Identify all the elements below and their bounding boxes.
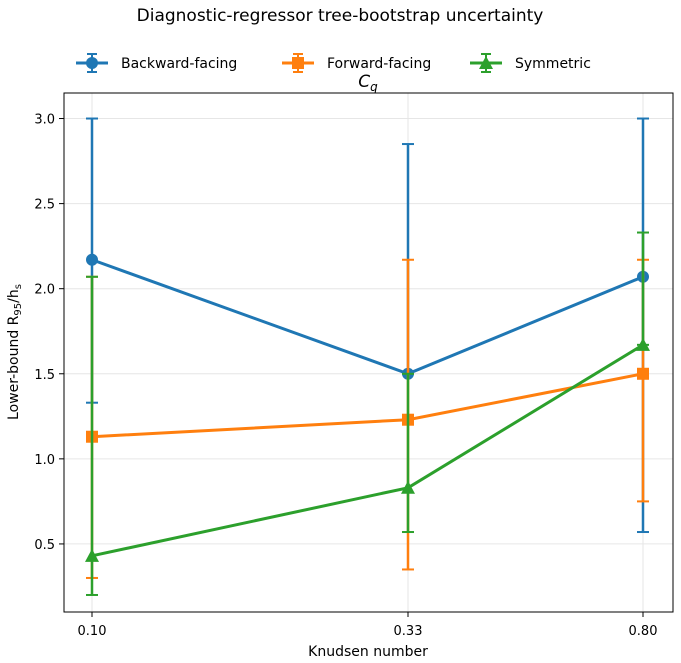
series-layer <box>85 117 650 596</box>
x-tick-label: 0.33 <box>394 624 423 639</box>
legend-label: Symmetric <box>515 56 591 72</box>
series-line <box>91 372 644 439</box>
ticks: 0.5 1.0 1.5 2.0 2.5 3.0 0.10 0.33 0.80 <box>34 113 657 639</box>
legend-label: Forward-facing <box>327 56 431 72</box>
y-tick-label: 0.5 <box>34 538 55 553</box>
y-tick-label: 3.0 <box>34 113 55 128</box>
x-axis-label: Knudsen number <box>308 644 428 660</box>
legend-label: Backward-facing <box>121 56 237 72</box>
chart-title: Diagnostic-regressor tree-bootstrap unce… <box>137 6 544 26</box>
y-tick-label: 2.0 <box>34 283 55 298</box>
legend-marker <box>292 57 304 69</box>
legend-marker <box>479 56 493 69</box>
y-tick-label: 2.5 <box>34 198 55 213</box>
y-axis-label: Lower-bound R95/hs <box>6 284 24 420</box>
x-tick-label: 0.80 <box>629 624 658 639</box>
data-point <box>636 337 650 351</box>
y-tick-label: 1.0 <box>34 453 55 468</box>
series-line <box>91 258 644 376</box>
chart-subtitle: Cq <box>358 72 378 94</box>
y-tick-label: 1.5 <box>34 368 55 383</box>
series-forward-facing <box>86 258 649 579</box>
legend-entry: Forward-facing <box>282 53 431 73</box>
legend-entry: Symmetric <box>470 53 591 73</box>
legend-marker <box>86 57 98 69</box>
plot-area <box>63 92 674 613</box>
legend-entry: Backward-facing <box>76 53 237 73</box>
data-point <box>86 253 98 266</box>
grid <box>64 93 673 612</box>
series-line <box>91 343 644 558</box>
data-point <box>85 548 99 562</box>
data-point <box>401 480 415 494</box>
legend: Backward-facing Forward-facing Symmetric <box>76 53 591 73</box>
series-backward-facing <box>86 117 649 534</box>
x-tick-label: 0.10 <box>78 624 107 639</box>
series-symmetric <box>85 231 650 596</box>
data-point <box>637 367 649 380</box>
